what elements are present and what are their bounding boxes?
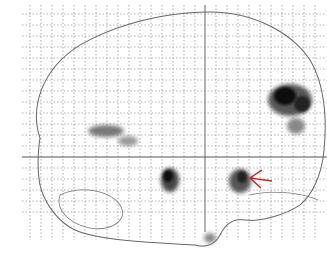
- blob: [204, 233, 216, 243]
- blob: [237, 171, 247, 183]
- blob: [163, 170, 173, 182]
- blob: [287, 118, 305, 134]
- background: [0, 0, 327, 262]
- blob: [88, 125, 124, 137]
- blob: [118, 136, 138, 146]
- glass-brain-sagittal: [0, 0, 327, 262]
- blob: [294, 96, 310, 112]
- blob: [274, 87, 296, 105]
